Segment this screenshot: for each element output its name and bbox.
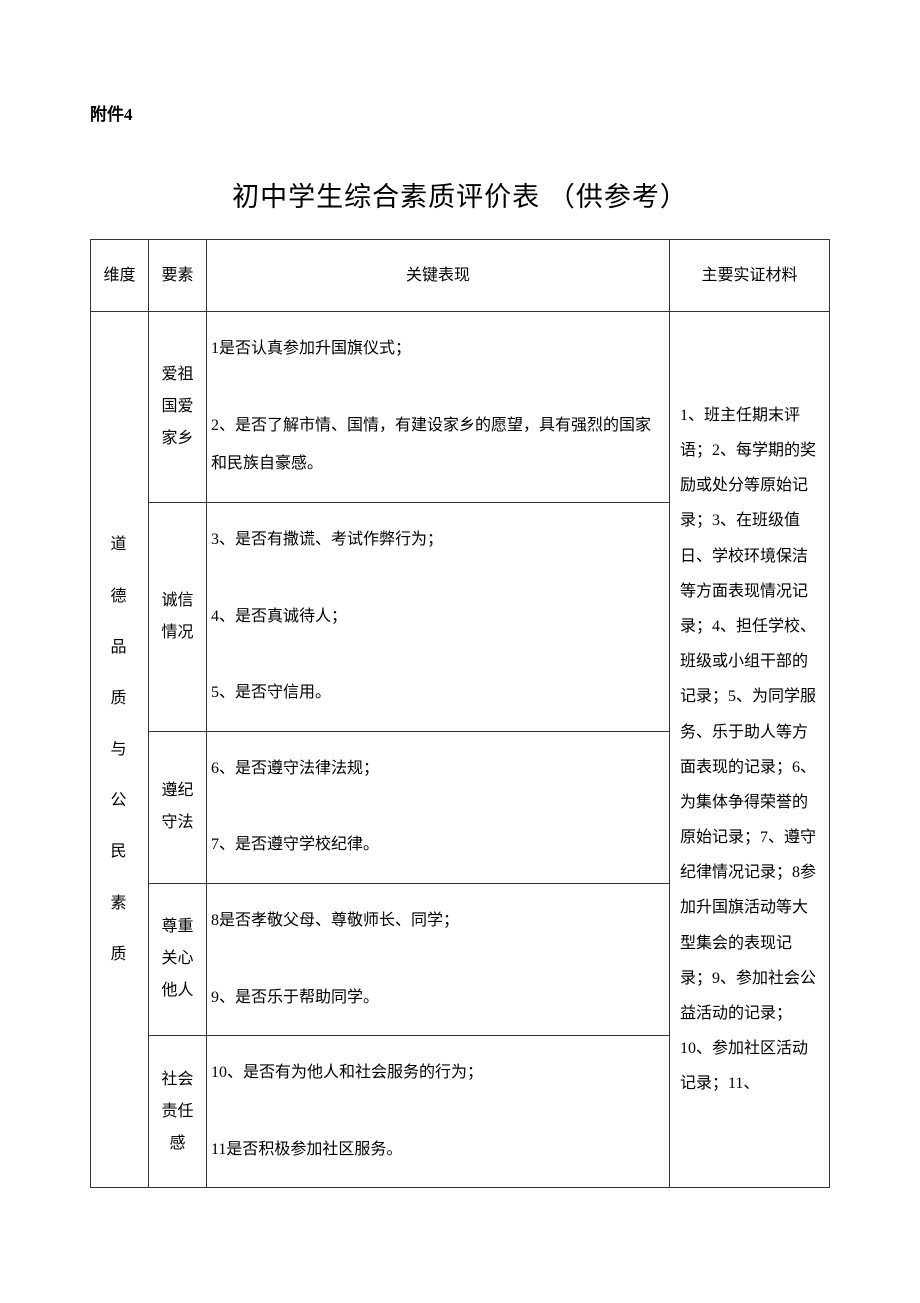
performance-cell: 6、是否遵守法律法规；7、是否遵守学校纪律。	[207, 731, 670, 883]
element-cell: 诚信情况	[149, 502, 207, 731]
table-row: 道 德 品 质 与 公 民 素 质 爱祖国爱家乡 1是否认真参加升国旗仪式；2、…	[91, 312, 830, 503]
evaluation-table: 维度 要素 关键表现 主要实证材料 道 德 品 质 与 公 民 素 质 爱祖国爱…	[90, 239, 830, 1188]
performance-cell: 1是否认真参加升国旗仪式；2、是否了解市情、国情，有建设家乡的愿望，具有强烈的国…	[207, 312, 670, 503]
performance-cell: 3、是否有撒谎、考试作弊行为；4、是否真诚待人；5、是否守信用。	[207, 502, 670, 731]
element-cell: 社会责任感	[149, 1036, 207, 1188]
header-performance: 关键表现	[207, 240, 670, 312]
dimension-cell: 道 德 品 质 与 公 民 素 质	[91, 312, 149, 1188]
material-cell: 1、班主任期末评语；2、每学期的奖励或处分等原始记录；3、在班级值日、学校环境保…	[670, 312, 830, 1188]
element-cell: 尊重关心他人	[149, 883, 207, 1035]
header-dimension: 维度	[91, 240, 149, 312]
table-header-row: 维度 要素 关键表现 主要实证材料	[91, 240, 830, 312]
page-title: 初中学生综合素质评价表 （供参考）	[90, 175, 830, 214]
attachment-label: 附件4	[90, 100, 830, 125]
performance-cell: 8是否孝敬父母、尊敬师长、同学；9、是否乐于帮助同学。	[207, 883, 670, 1035]
element-cell: 遵纪守法	[149, 731, 207, 883]
header-element: 要素	[149, 240, 207, 312]
element-cell: 爱祖国爱家乡	[149, 312, 207, 503]
performance-cell: 10、是否有为他人和社会服务的行为；11是否积极参加社区服务。	[207, 1036, 670, 1188]
header-material: 主要实证材料	[670, 240, 830, 312]
